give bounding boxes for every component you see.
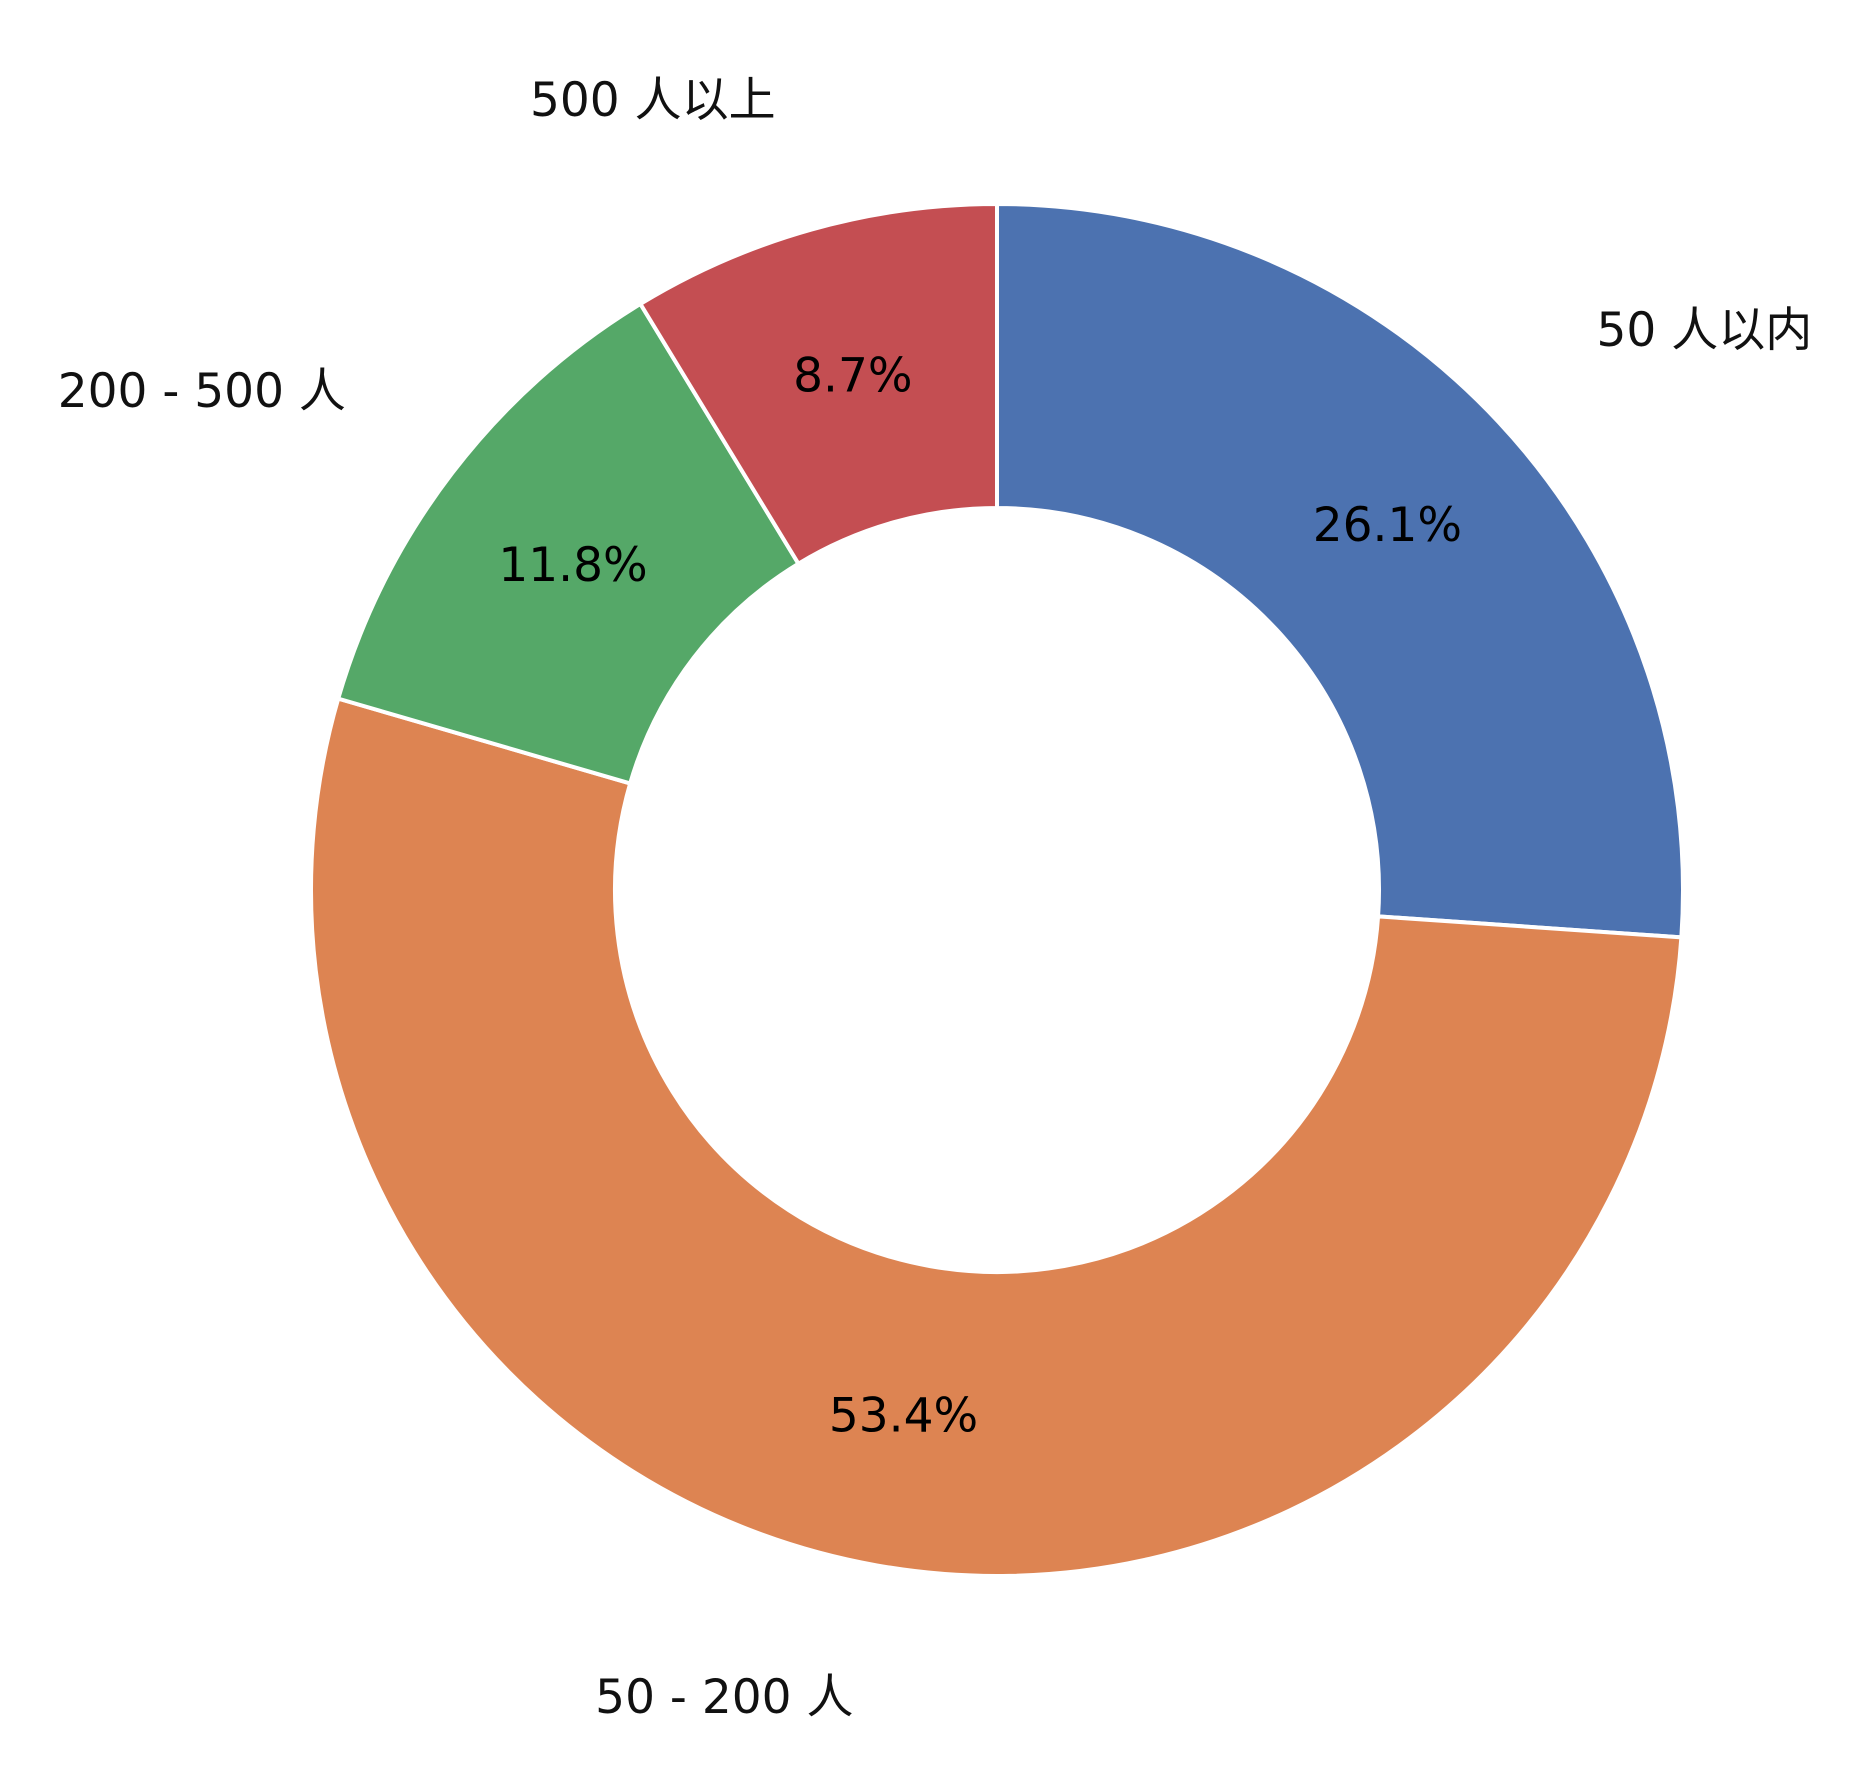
- slice-3-500: [638, 202, 999, 566]
- slices-group: [308, 202, 1685, 1578]
- category-label: 50 人以内: [1597, 303, 1813, 358]
- category-label: 50 - 200 人: [595, 1670, 853, 1725]
- percentage-label: 26.1%: [1313, 498, 1462, 553]
- slice-2-200-500: [336, 301, 801, 786]
- slice-1-50-200: [308, 696, 1684, 1578]
- percentage-label: 53.4%: [829, 1388, 978, 1443]
- category-label: 500 人以上: [530, 73, 776, 128]
- category-label: 200 - 500 人: [58, 364, 346, 419]
- percentage-label: 8.7%: [793, 348, 912, 403]
- labels-group: 50 人以内 26.1% 50 - 200 人 53.4% 200 - 500 人 11.…: [58, 73, 1813, 1725]
- slice-0-50: [995, 202, 1685, 940]
- percentage-label: 11.8%: [498, 538, 647, 593]
